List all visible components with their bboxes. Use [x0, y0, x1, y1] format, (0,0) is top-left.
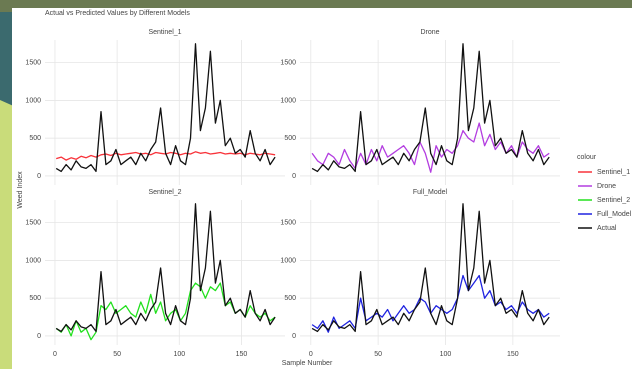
legend-label: Drone: [597, 183, 616, 190]
panel-title: Sentinel_2: [148, 189, 181, 196]
y-tick-label: 1000: [25, 257, 41, 264]
legend-label: Full_Model: [597, 211, 632, 218]
legend-label: Actual: [597, 225, 617, 232]
y-tick-label: 0: [292, 333, 296, 340]
x-tick-label: 150: [507, 351, 519, 358]
y-tick-label: 1000: [280, 257, 296, 264]
series-line: [55, 43, 276, 173]
y-tick-label: 1500: [25, 60, 41, 67]
y-axis-label: Weed Index: [17, 171, 24, 209]
y-tick-label: 500: [29, 135, 41, 142]
y-tick-label: 0: [292, 173, 296, 180]
y-tick-label: 1500: [25, 220, 41, 227]
x-tick-label: 50: [113, 351, 121, 358]
x-tick-label: 50: [374, 351, 382, 358]
legend-label: Sentinel_2: [597, 197, 630, 204]
panel-title: Full_Model: [413, 189, 448, 196]
y-tick-label: 0: [37, 173, 41, 180]
x-tick-label: 100: [173, 351, 185, 358]
series-line: [311, 122, 550, 173]
chart-title: Actual vs Predicted Values by Different …: [45, 10, 190, 17]
y-tick-label: 500: [29, 295, 41, 302]
y-tick-label: 1500: [280, 60, 296, 67]
y-tick-label: 1000: [280, 97, 296, 104]
legend-title: colour: [577, 154, 597, 161]
x-tick-label: 0: [53, 351, 57, 358]
panel-title: Sentinel_1: [148, 29, 181, 36]
x-axis-label: Sample Number: [282, 360, 333, 367]
series-line: [311, 43, 550, 173]
series-line: [311, 203, 550, 333]
chart-panel: [12, 8, 632, 369]
y-tick-label: 1000: [25, 97, 41, 104]
x-tick-label: 0: [309, 351, 313, 358]
legend-label: Sentinel_1: [597, 169, 630, 176]
y-tick-label: 1500: [280, 220, 296, 227]
series-line: [55, 203, 276, 333]
panel-title: Drone: [420, 29, 439, 36]
x-tick-label: 150: [236, 351, 248, 358]
y-tick-label: 500: [284, 135, 296, 142]
y-tick-label: 0: [37, 333, 41, 340]
x-tick-label: 100: [440, 351, 452, 358]
y-tick-label: 500: [284, 295, 296, 302]
